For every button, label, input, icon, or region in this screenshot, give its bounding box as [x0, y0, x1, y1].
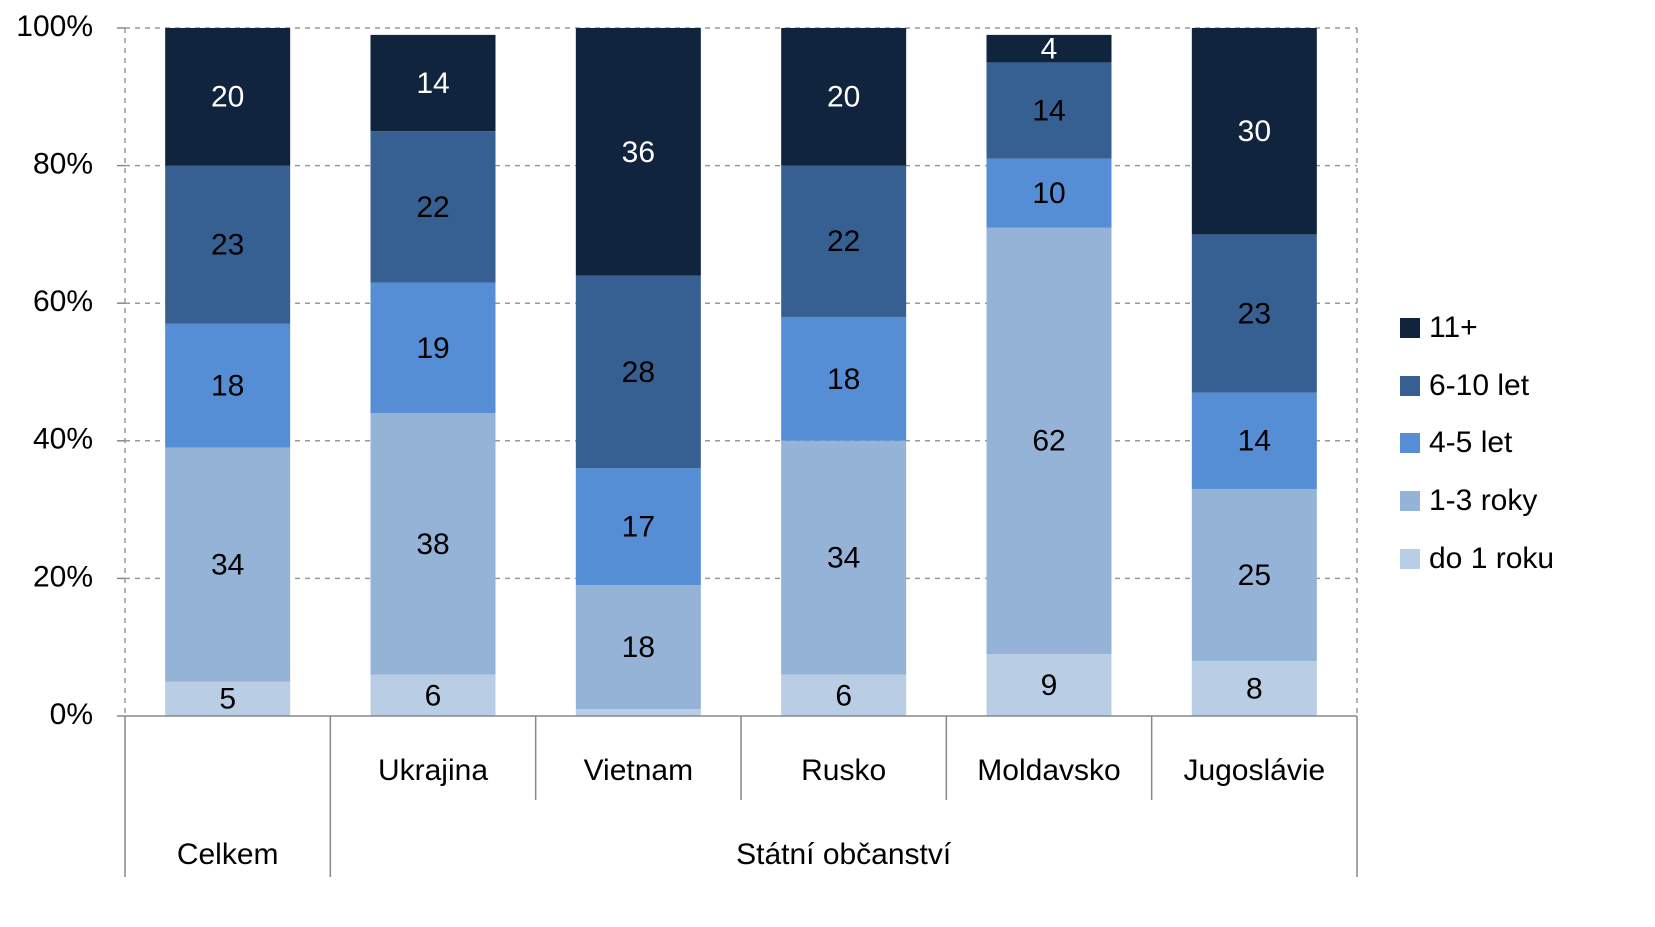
- data-label: 30: [1238, 115, 1271, 148]
- legend-swatch: [1400, 318, 1420, 338]
- bar-segment: [575, 709, 701, 716]
- x-tick-label: Jugoslávie: [1183, 754, 1325, 787]
- legend-swatch: [1400, 549, 1420, 569]
- data-label: 19: [416, 332, 449, 365]
- data-label: 6: [425, 679, 442, 712]
- legend-swatch: [1400, 433, 1420, 453]
- data-label: 34: [211, 549, 244, 582]
- data-label: 14: [416, 67, 449, 100]
- group-label: Státní občanství: [736, 838, 952, 871]
- bar-segment: [370, 282, 496, 414]
- bar-segment: [575, 275, 701, 469]
- data-label: 10: [1032, 177, 1065, 210]
- x-tick-label: Rusko: [801, 754, 886, 787]
- data-label: 4: [1041, 33, 1058, 66]
- bar-segment: [986, 227, 1112, 655]
- data-label: 20: [211, 81, 244, 114]
- bar-segment: [370, 131, 496, 283]
- data-label: 18: [622, 631, 655, 664]
- bar-segment: [165, 681, 291, 716]
- group-label: Celkem: [177, 838, 279, 871]
- data-label: 25: [1238, 559, 1271, 592]
- y-tick-label: 80%: [33, 148, 93, 181]
- bar-segment: [575, 585, 701, 710]
- bar-segment: [986, 654, 1112, 716]
- legend-swatch: [1400, 376, 1420, 396]
- x-tick-label: Vietnam: [584, 754, 694, 787]
- bar-segment: [781, 674, 907, 716]
- y-tick-label: 0%: [50, 698, 93, 731]
- data-label: 28: [622, 356, 655, 389]
- data-label: 8: [1246, 672, 1263, 705]
- data-label: 14: [1032, 94, 1065, 127]
- data-label: 22: [827, 225, 860, 258]
- bar-segment: [165, 165, 291, 324]
- bar-segment: [781, 28, 907, 166]
- y-tick-label: 60%: [33, 285, 93, 318]
- data-label: 18: [211, 370, 244, 403]
- bar-segment: [370, 34, 496, 132]
- bar-segment: [986, 158, 1112, 228]
- data-label: 23: [211, 229, 244, 262]
- bar-segment: [165, 28, 291, 166]
- bar-segment: [575, 468, 701, 586]
- legend-label: do 1 roku: [1429, 542, 1554, 575]
- y-tick-label: 100%: [16, 10, 93, 43]
- bar-segment: [986, 34, 1112, 63]
- bar-segment: [781, 316, 907, 441]
- data-label: 14: [1238, 425, 1271, 458]
- data-label: 38: [416, 528, 449, 561]
- bar-segment: [1191, 234, 1317, 393]
- x-tick-label: Ukrajina: [378, 754, 488, 787]
- data-label: 5: [219, 683, 236, 716]
- data-label: 20: [827, 81, 860, 114]
- data-label: 36: [622, 136, 655, 169]
- bar-segment: [1191, 488, 1317, 661]
- bar-segment: [575, 28, 701, 276]
- data-label: 22: [416, 191, 449, 224]
- data-label: 9: [1041, 669, 1058, 702]
- bar-segment: [370, 674, 496, 716]
- x-tick-label: Moldavsko: [977, 754, 1120, 787]
- data-label: 23: [1238, 297, 1271, 330]
- data-label: 17: [622, 511, 655, 544]
- data-label: 18: [827, 363, 860, 396]
- bar-segment: [781, 440, 907, 675]
- bar-segment: [165, 323, 291, 448]
- legend-label: 6-10 let: [1429, 369, 1530, 402]
- y-tick-label: 40%: [33, 423, 93, 456]
- data-label: 6: [835, 679, 852, 712]
- data-label: 62: [1032, 425, 1065, 458]
- data-label: 34: [827, 542, 860, 575]
- legend-swatch: [1400, 491, 1420, 511]
- bar-segment: [165, 447, 291, 682]
- legend-label: 1-3 roky: [1429, 484, 1537, 517]
- legend-label: 4-5 let: [1429, 426, 1513, 459]
- bar-segment: [781, 165, 907, 317]
- bar-segment: [370, 413, 496, 675]
- legend-label: 11+: [1429, 311, 1478, 344]
- bar-segment: [986, 62, 1112, 159]
- bar-segment: [1191, 28, 1317, 235]
- bar-segment: [1191, 392, 1317, 489]
- bar-segment: [1191, 660, 1317, 716]
- y-tick-label: 20%: [33, 560, 93, 593]
